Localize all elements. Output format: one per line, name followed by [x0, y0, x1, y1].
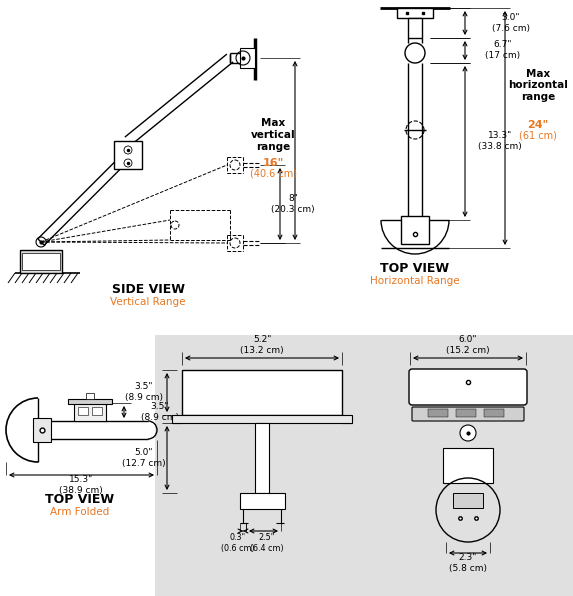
- Text: 6.7"
(17 cm): 6.7" (17 cm): [485, 41, 520, 60]
- Text: 5.0"
(12.7 cm): 5.0" (12.7 cm): [122, 448, 166, 468]
- Text: 3.0"
(7.6 cm): 3.0" (7.6 cm): [492, 13, 530, 33]
- Text: Vertical Range: Vertical Range: [110, 297, 186, 307]
- Bar: [443, 448, 493, 483]
- Bar: [456, 409, 476, 417]
- Text: 8"
(20.3 cm): 8" (20.3 cm): [271, 194, 315, 214]
- Text: 2.3"
(5.8 cm): 2.3" (5.8 cm): [449, 553, 487, 573]
- Text: 5.2"
(13.2 cm): 5.2" (13.2 cm): [240, 336, 284, 355]
- Text: (40.6 cm): (40.6 cm): [249, 168, 296, 178]
- Text: SIDE VIEW: SIDE VIEW: [112, 283, 185, 296]
- Bar: [408, 18, 422, 38]
- Text: 13.3"
(33.8 cm): 13.3" (33.8 cm): [478, 131, 522, 151]
- Bar: [86, 393, 94, 399]
- Text: (61 cm): (61 cm): [519, 130, 557, 140]
- Bar: [20, 250, 62, 273]
- Bar: [68, 399, 112, 404]
- Text: TOP VIEW: TOP VIEW: [380, 262, 450, 275]
- Bar: [240, 493, 285, 509]
- Circle shape: [460, 425, 476, 441]
- Bar: [428, 409, 448, 417]
- Bar: [397, 8, 433, 18]
- Bar: [114, 141, 142, 169]
- Bar: [155, 335, 573, 596]
- Text: 6.0"
(15.2 cm): 6.0" (15.2 cm): [446, 336, 490, 355]
- FancyBboxPatch shape: [412, 407, 524, 421]
- Bar: [401, 216, 429, 244]
- Text: 2.5"
(6.4 cm): 2.5" (6.4 cm): [250, 533, 284, 552]
- Bar: [22, 253, 60, 270]
- Bar: [33, 418, 51, 442]
- Text: 24": 24": [527, 120, 548, 130]
- Bar: [240, 48, 255, 68]
- Bar: [182, 370, 342, 415]
- Bar: [453, 493, 483, 508]
- Text: TOP VIEW: TOP VIEW: [45, 493, 115, 506]
- Text: 0.3"
(0.6 cm): 0.3" (0.6 cm): [221, 533, 255, 552]
- Text: Max
horizontal
range: Max horizontal range: [508, 69, 568, 102]
- Text: 15.3"
(38.9 cm): 15.3" (38.9 cm): [59, 475, 103, 495]
- Bar: [78, 407, 88, 415]
- Text: 3.5"
(8.9 cm): 3.5" (8.9 cm): [125, 382, 163, 402]
- Text: Horizontal Range: Horizontal Range: [370, 276, 460, 286]
- Text: 3.5"
(8.9 cm): 3.5" (8.9 cm): [141, 402, 179, 422]
- Text: 16": 16": [262, 158, 284, 168]
- Bar: [484, 409, 504, 417]
- Bar: [255, 423, 269, 493]
- FancyBboxPatch shape: [409, 369, 527, 405]
- Text: Arm Folded: Arm Folded: [50, 507, 109, 517]
- Bar: [172, 415, 352, 423]
- Bar: [92, 407, 102, 415]
- Bar: [74, 403, 106, 421]
- Text: Max
vertical
range: Max vertical range: [251, 119, 295, 151]
